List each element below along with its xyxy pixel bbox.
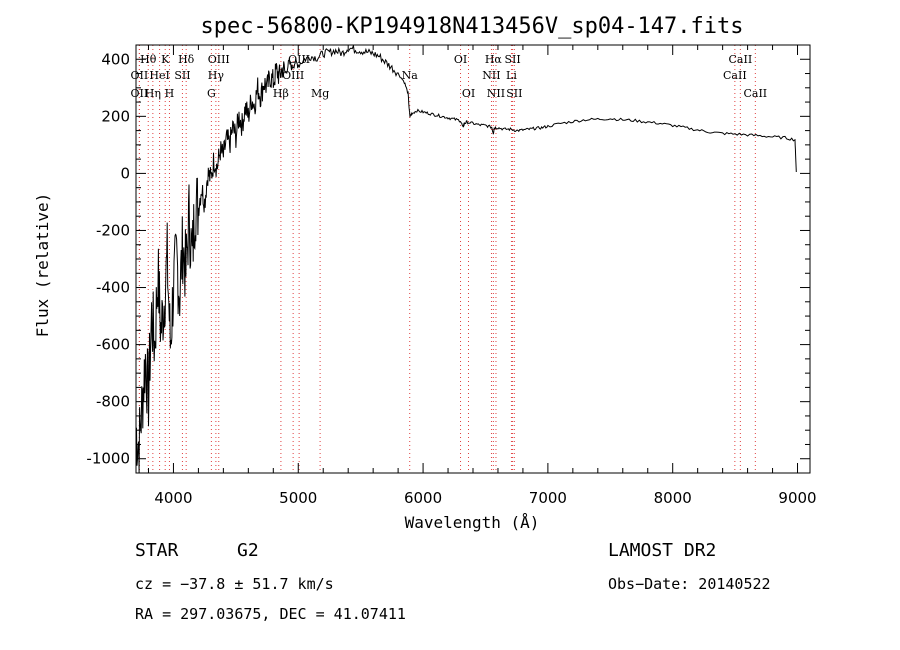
x-tick-label: 4000 [154, 489, 192, 507]
y-tick-label: -800 [96, 393, 130, 411]
y-axis-label: Flux (relative) [33, 193, 52, 338]
spectral-line-label: OII [131, 69, 149, 82]
spectral-line-label: OIII [208, 53, 230, 66]
y-tick-label: -600 [96, 336, 130, 354]
spectral-line-label: HeI [149, 69, 169, 82]
spectral-line-label: Hα [485, 53, 503, 66]
x-tick-label: 6000 [404, 489, 442, 507]
object-class: STAR [135, 540, 179, 561]
spectral-line-label: Mg [311, 87, 329, 100]
spectral-line-label: H [165, 87, 175, 100]
spectral-line-label: OI [462, 87, 475, 100]
spectral-line-label: G [207, 87, 216, 100]
spectral-line-label: OII [131, 87, 149, 100]
x-tick-label: 5000 [279, 489, 317, 507]
redshift-velocity: cz = −37.8 ± 51.7 km/s [135, 575, 334, 593]
spectral-line-label: OIII [282, 69, 304, 82]
spectral-line-label: OI [454, 53, 467, 66]
y-tick-label: 0 [120, 164, 130, 182]
y-tick-label: -400 [96, 279, 130, 297]
plot-frame [135, 44, 811, 474]
y-tick-label: -200 [96, 221, 130, 239]
spectral-line-label: Hη [145, 87, 161, 100]
object-subclass: G2 [237, 540, 259, 561]
spectral-line-label: SII [506, 87, 522, 100]
observation-date: Obs−Date: 20140522 [608, 575, 771, 593]
y-tick-label: 400 [101, 50, 130, 68]
spectral-line-label: Hθ [140, 53, 157, 66]
y-tick-label: -1000 [86, 450, 130, 468]
ra-dec-coordinates: RA = 297.03675, DEC = 41.07411 [135, 605, 406, 623]
spectral-line-label: K [161, 53, 170, 66]
spectral-line-label: CaII [729, 53, 753, 66]
spectral-line-label: CaII [723, 69, 747, 82]
axis-ticks: 4000 5000 6000 7000 8000 9000-1000-800-600-40… [86, 45, 817, 507]
y-tick-label: 200 [101, 107, 130, 125]
spectral-line-label: NII [487, 87, 505, 100]
spectral-line-label: Na [402, 69, 419, 82]
spectral-line-markers [138, 45, 756, 473]
spectral-line-label: Hδ [178, 53, 195, 66]
spectral-line-label: SII [504, 53, 520, 66]
spectral-line-label: Li [506, 69, 517, 82]
x-axis-label: Wavelength (Å) [405, 513, 540, 532]
spectral-line-label: OIII [288, 53, 310, 66]
x-tick-label: 7000 [529, 489, 567, 507]
x-tick-label: 9000 [778, 489, 816, 507]
survey-name: LAMOST DR2 [608, 540, 717, 561]
spectral-line-label: CaII [743, 87, 767, 100]
x-tick-label: 8000 [654, 489, 692, 507]
spectral-line-label: SII [174, 69, 190, 82]
chart-title: spec-56800-KP194918N413456V_sp04-147.fit… [200, 14, 743, 39]
spectral-line-label: Hβ [273, 87, 289, 100]
spectral-line-label: NII [482, 69, 500, 82]
spectral-line-label: Hγ [208, 69, 225, 82]
spectrum-line [135, 45, 797, 474]
